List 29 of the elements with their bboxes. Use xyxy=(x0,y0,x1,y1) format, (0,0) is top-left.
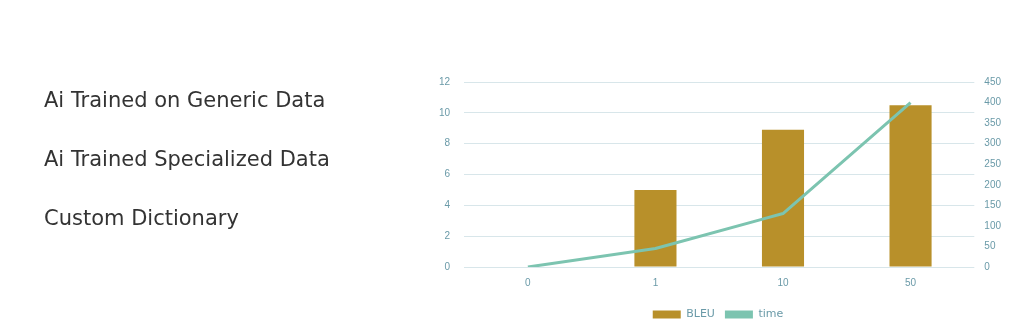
y-tick-label: 0 xyxy=(444,260,451,272)
x-tick-label: 1 xyxy=(652,276,659,288)
y2-tick-label: 150 xyxy=(984,199,1002,211)
y2-tick-label: 400 xyxy=(984,96,1002,108)
bar xyxy=(761,129,805,267)
y2-tick-label: 100 xyxy=(984,219,1002,231)
y2-tick-label: 250 xyxy=(984,157,1002,169)
y-tick-label: 2 xyxy=(444,229,451,241)
y2-tick-label: 200 xyxy=(984,178,1002,190)
text: Ai Trained on Generic Data xyxy=(44,88,327,114)
bar xyxy=(889,105,932,267)
y2-tick-label: 300 xyxy=(984,137,1002,149)
y2-tick-label: 50 xyxy=(984,240,996,252)
y2-tick-label: 450 xyxy=(984,75,1002,87)
legend-label: BLEU xyxy=(686,307,715,321)
legend-label: time xyxy=(758,307,784,321)
bar xyxy=(634,189,677,267)
y-tick-label: 12 xyxy=(439,75,451,87)
y2-tick-label: 350 xyxy=(984,116,1002,128)
y-tick-label: 4 xyxy=(444,199,451,211)
y-tick-label: 6 xyxy=(444,168,451,180)
x-tick-label: 50 xyxy=(904,276,917,288)
x-tick-label: 10 xyxy=(777,276,789,288)
text: Ai Trained Specialized Data xyxy=(44,147,331,173)
y-tick-label: 8 xyxy=(444,137,451,149)
x-tick-label: 0 xyxy=(525,276,532,288)
y-tick-label: 10 xyxy=(439,106,451,118)
y2-tick-label: 0 xyxy=(984,260,991,272)
text: Custom Dictionary xyxy=(44,206,240,232)
